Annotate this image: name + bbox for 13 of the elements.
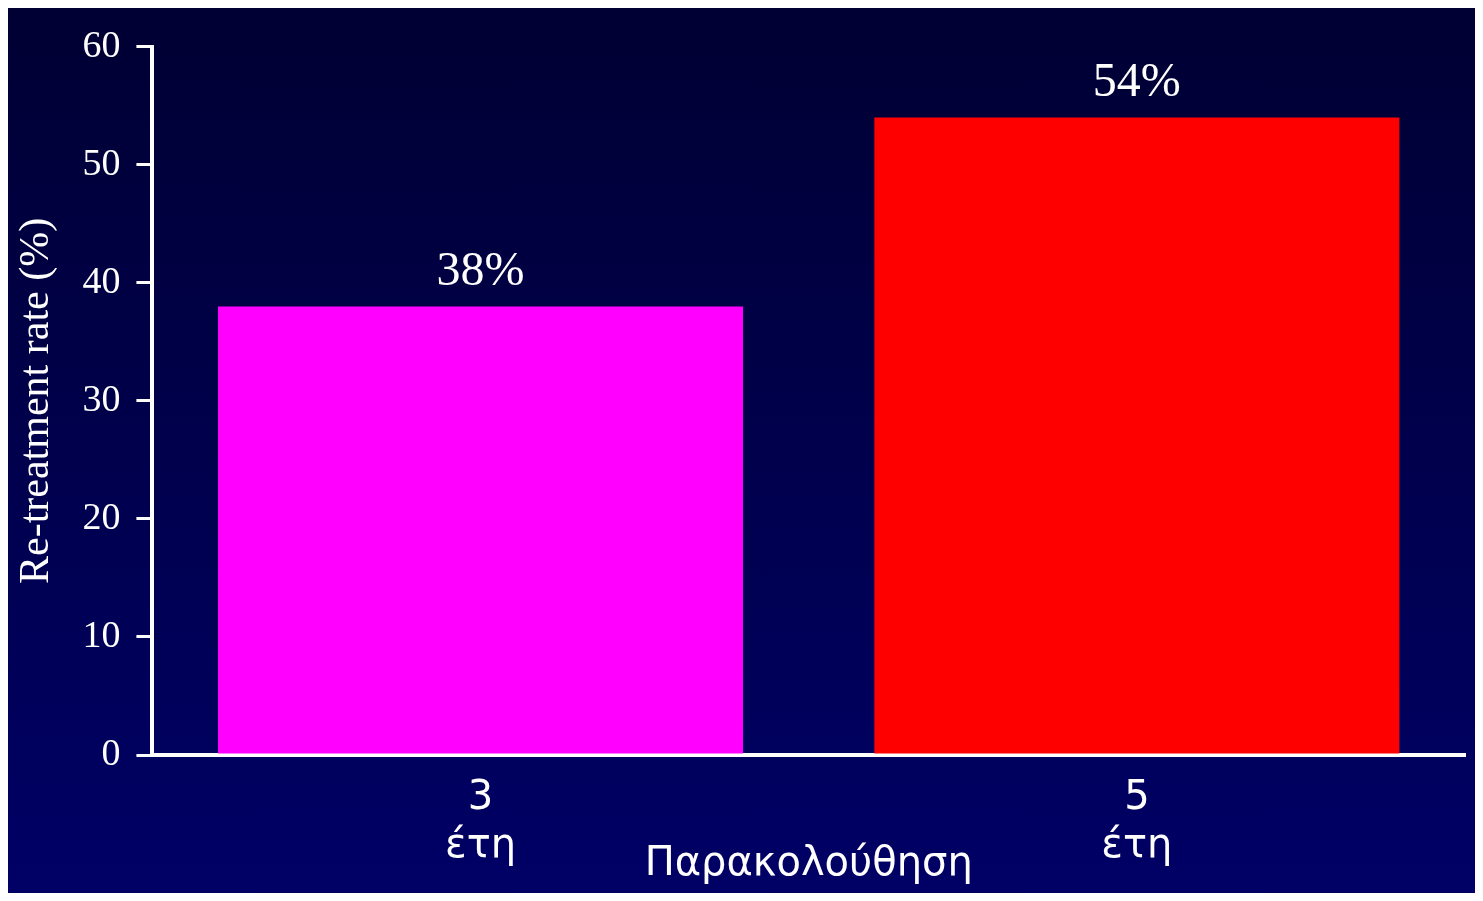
- x-tick-label: 3 έτη: [445, 772, 517, 867]
- x-tick-label: 5 έτη: [1101, 772, 1173, 867]
- y-tick-label: 10: [82, 612, 121, 655]
- y-tick-label: 20: [82, 494, 121, 537]
- y-tick-label: 60: [82, 22, 121, 65]
- y-tick-label: 40: [82, 258, 121, 301]
- text: 54%: [1092, 53, 1181, 107]
- text: 38%: [436, 242, 525, 296]
- x-axis-title: Παρακολούθηση: [644, 838, 973, 885]
- y-axis-title: Re-treatment rate (%): [11, 217, 59, 584]
- y-tick-label: 50: [82, 140, 121, 183]
- y-tick-label: 0: [101, 730, 121, 773]
- y-tick-label: 30: [82, 376, 121, 419]
